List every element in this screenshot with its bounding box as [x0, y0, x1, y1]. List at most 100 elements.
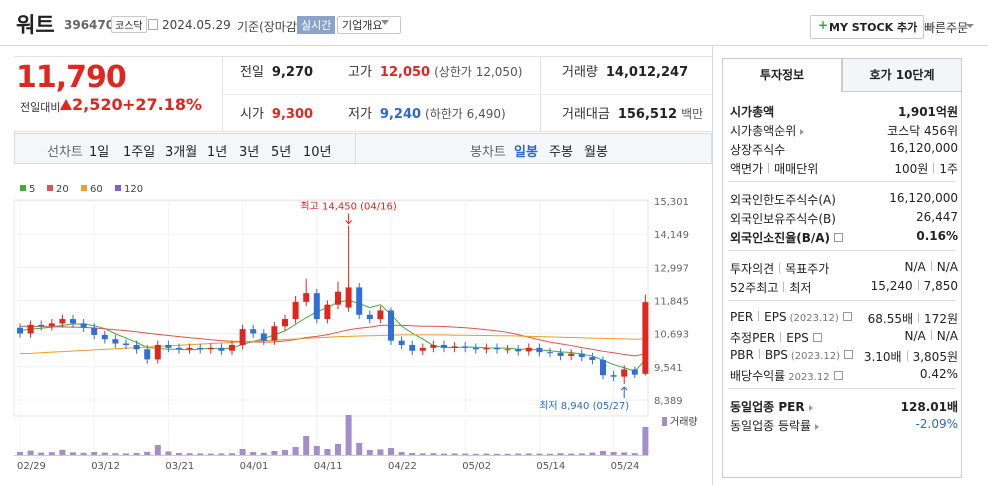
- volume-bar: [536, 453, 543, 455]
- candle-body: [366, 314, 373, 320]
- tab-active[interactable]: 투자정보: [722, 58, 842, 92]
- help-icon[interactable]: [833, 371, 843, 380]
- overview-button[interactable]: 기업개요: [337, 16, 402, 34]
- candle-body: [91, 327, 98, 335]
- info-values: 16,120,000: [889, 191, 958, 208]
- mystock-button[interactable]: MY STOCK 추가: [810, 15, 925, 39]
- period-tab[interactable]: 1일: [89, 145, 110, 160]
- info-label: 외국인한도주식수(A): [730, 193, 836, 207]
- candle-body: [123, 343, 129, 345]
- volume-bar: [430, 453, 437, 455]
- volume-bar: [70, 452, 76, 455]
- volume-bar: [197, 453, 204, 455]
- volume-bar: [218, 453, 225, 455]
- candle-body: [101, 334, 108, 340]
- info-labels: 액면가 매매단위: [730, 160, 818, 177]
- candle-body: [494, 347, 500, 350]
- help-icon[interactable]: [844, 350, 854, 359]
- help-icon[interactable]: [842, 312, 852, 321]
- period-tab[interactable]: 1주일: [123, 145, 156, 160]
- info-row: 52주최고 최저 15,240 7,850: [730, 279, 958, 296]
- plus-icon: +: [818, 18, 829, 32]
- info-row: 액면가 매매단위 100원 1주: [730, 160, 958, 177]
- candle-body: [335, 291, 341, 305]
- info-row: 시가총액순위 코스닥 456위: [730, 122, 958, 139]
- candle-body: [324, 304, 331, 320]
- volume-bar: [282, 450, 288, 455]
- candle-body: [80, 323, 87, 328]
- realtime-button[interactable]: 실시간: [297, 16, 336, 34]
- info-labels: PER EPS (2023.12): [730, 310, 852, 327]
- info-row: 동일업종 PER 128.01배: [730, 398, 958, 415]
- candle-body: [388, 310, 394, 341]
- candle-body: [610, 375, 617, 377]
- help-icon[interactable]: [834, 233, 844, 242]
- info-row: PBR BPS (2023.12) 3.10배 3,805원: [730, 348, 958, 365]
- dropdown-arrow: [381, 20, 389, 29]
- divider: [728, 181, 956, 182]
- volume-bar: [578, 453, 585, 455]
- volume-bar: [112, 453, 119, 455]
- plot-frame: [13, 199, 649, 417]
- volume-bar: [472, 453, 479, 455]
- volume-bar: [600, 451, 606, 455]
- candle-body: [483, 347, 490, 350]
- period-tab[interactable]: 5년: [271, 145, 292, 160]
- info-value: N/A: [936, 329, 958, 343]
- dropdown-arrow: [966, 24, 974, 32]
- volume-bar: [59, 449, 66, 455]
- info-note: 2023.12: [788, 372, 830, 383]
- candle-body: [59, 319, 66, 324]
- info-values: 1,901억원: [898, 103, 958, 120]
- info-value: 26,447: [916, 210, 958, 224]
- candle-body: [504, 349, 511, 351]
- help-icon[interactable]: [812, 333, 822, 342]
- candle-tab[interactable]: 월봉: [584, 145, 608, 160]
- volume-bar: [356, 443, 363, 455]
- quote: 고가 12,050 (상한가 12,050): [348, 61, 522, 80]
- candle-body: [472, 347, 479, 350]
- divider: [728, 250, 956, 251]
- quote-value: 156,512: [617, 107, 678, 122]
- candle-body: [451, 346, 458, 348]
- high-annotation: 최고 14,450 (04/16): [300, 201, 396, 213]
- info-labels: 동일업종 PER: [730, 398, 816, 415]
- info-value: 68.55배: [867, 312, 914, 326]
- candle-body: [197, 347, 204, 350]
- candle-body: [48, 323, 55, 327]
- volume-bar: [377, 449, 384, 455]
- quote: 거래대금 156,512 백만: [562, 103, 703, 122]
- info-value: 7,850: [923, 279, 958, 293]
- info-label: 목표주가: [785, 262, 830, 276]
- volume-bar: [451, 453, 458, 455]
- volume-bar: [631, 453, 638, 455]
- period-tab[interactable]: 3개월: [165, 145, 198, 160]
- info-value: 16,120,000: [889, 141, 958, 155]
- tab[interactable]: 호가 10단계: [842, 58, 962, 92]
- legend-label: 20: [56, 184, 69, 195]
- candle-body: [154, 344, 161, 360]
- stock-name: 워트: [16, 13, 55, 37]
- sep: [930, 330, 932, 340]
- info-value: 3.10배: [863, 350, 902, 364]
- candle-body: [313, 293, 320, 320]
- date: 2024.05.29: [162, 18, 231, 32]
- panel-frame: [722, 91, 962, 478]
- quote: 시가 9,300: [240, 103, 313, 122]
- candle-body: [165, 344, 172, 348]
- quick-order[interactable]: 빠른주문: [924, 21, 969, 35]
- candle-tab[interactable]: 일봉: [514, 145, 538, 160]
- candle-tab[interactable]: 주봉: [549, 145, 573, 160]
- period-tab[interactable]: 3년: [239, 145, 260, 160]
- info-values: 68.55배 172원: [868, 310, 958, 327]
- period-tab[interactable]: 1년: [207, 145, 228, 160]
- volume-bar: [91, 452, 98, 455]
- low-arrow: [620, 386, 628, 399]
- info-label: EPS: [786, 331, 809, 345]
- candle-body: [303, 293, 310, 302]
- x-tick-label: 05/24: [611, 461, 640, 472]
- period-tab[interactable]: 10년: [303, 145, 332, 160]
- info-values: 16,120,000: [889, 141, 958, 158]
- x-tick-label: 02/29: [17, 461, 46, 472]
- volume-bar: [568, 453, 575, 455]
